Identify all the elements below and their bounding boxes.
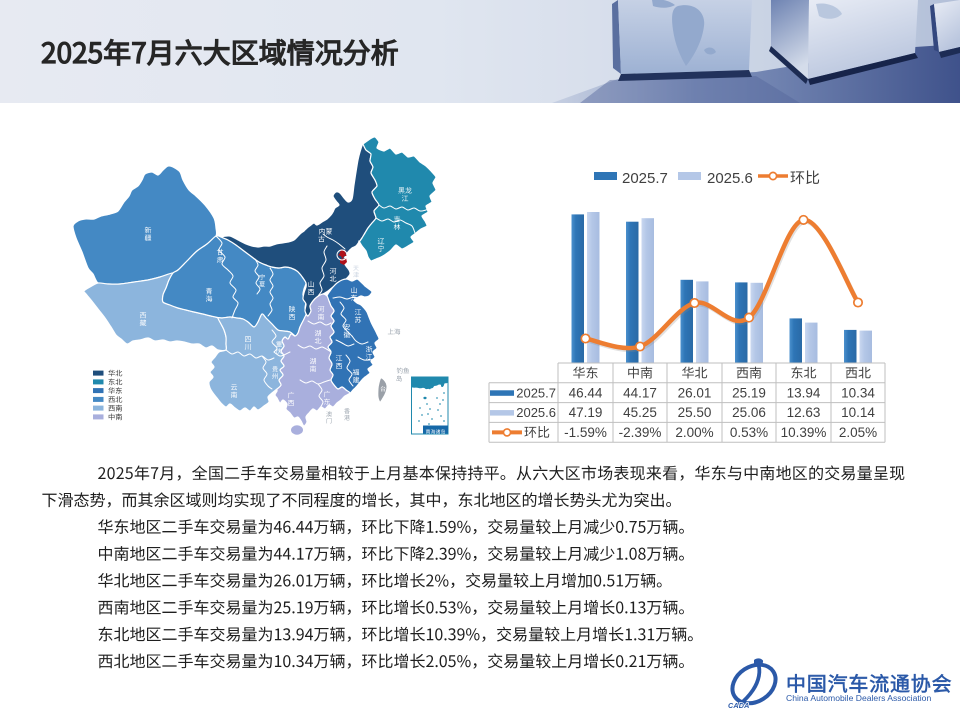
svg-text:-1.59%: -1.59% <box>564 425 607 440</box>
svg-text:CADA: CADA <box>728 701 750 710</box>
svg-text:2025.7: 2025.7 <box>622 170 668 187</box>
svg-text:10.34: 10.34 <box>841 385 875 400</box>
svg-text:2025.6: 2025.6 <box>707 170 753 187</box>
svg-text:10.14: 10.14 <box>841 405 875 420</box>
svg-text:25.19: 25.19 <box>732 385 766 400</box>
svg-text:44.17: 44.17 <box>623 385 657 400</box>
svg-text:12.63: 12.63 <box>787 405 821 420</box>
svg-text:2025.6: 2025.6 <box>516 405 556 420</box>
svg-text:2.00%: 2.00% <box>675 425 713 440</box>
svg-text:0.53%: 0.53% <box>730 425 768 440</box>
svg-text:45.25: 45.25 <box>623 405 657 420</box>
svg-text:-2.39%: -2.39% <box>619 425 662 440</box>
svg-text:13.94: 13.94 <box>787 385 821 400</box>
svg-text:47.19: 47.19 <box>569 405 603 420</box>
svg-text:26.01: 26.01 <box>678 385 712 400</box>
svg-text:2025.7: 2025.7 <box>516 385 556 400</box>
svg-text:25.06: 25.06 <box>732 405 766 420</box>
svg-text:46.44: 46.44 <box>569 385 603 400</box>
svg-text:2.05%: 2.05% <box>839 425 877 440</box>
svg-text:25.50: 25.50 <box>678 405 712 420</box>
svg-text:10.39%: 10.39% <box>781 425 827 440</box>
svg-text:China Automobile Dealers Assoc: China Automobile Dealers Association <box>786 693 931 703</box>
